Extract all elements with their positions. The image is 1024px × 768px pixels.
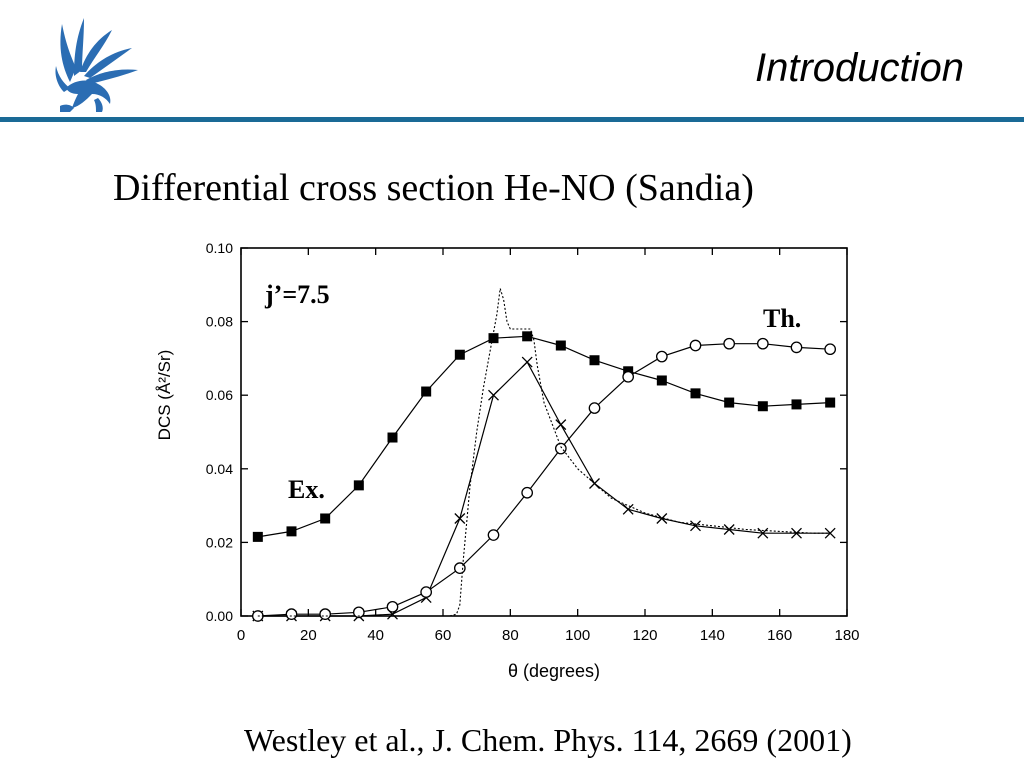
- series-2-point: [554, 442, 567, 455]
- series-0-point: [690, 388, 701, 399]
- annotation-theory: Th.: [763, 304, 801, 333]
- series-1-point: [690, 520, 701, 532]
- plot-area-frame: [240, 247, 848, 617]
- series-2-point: [622, 370, 635, 383]
- series-1-point: [622, 503, 634, 515]
- series-2-point: [319, 608, 332, 621]
- y-axis-label: DCS (Å²/Sr): [155, 350, 174, 441]
- series-0-point: [522, 331, 533, 342]
- series-2-point: [790, 341, 803, 354]
- series-1-point: [521, 356, 533, 368]
- x-tick-label: 60: [435, 627, 452, 644]
- series-0-point: [791, 399, 802, 410]
- series-0-point: [488, 333, 499, 344]
- y-tick-label: 0.04: [206, 461, 233, 477]
- x-tick-label: 140: [700, 627, 725, 644]
- header-divider: [0, 117, 1024, 122]
- x-tick-label: 20: [300, 627, 317, 644]
- x-axis-label: θ (degrees): [508, 661, 600, 681]
- series-2-point: [723, 337, 736, 350]
- series-2-point: [756, 337, 769, 350]
- series-1-point: [454, 513, 466, 524]
- series-1-point: [555, 419, 567, 431]
- x-tick-label: 40: [367, 627, 384, 644]
- series-2-line: [257, 343, 831, 617]
- series-2-point: [487, 529, 500, 541]
- slide-title: Differential cross section He-NO (Sandia…: [113, 167, 754, 209]
- annotation-experiment: Ex.: [288, 475, 325, 504]
- series-0-point: [387, 432, 398, 443]
- y-tick-label: 0.10: [206, 240, 233, 256]
- griffin-logo-icon: [55, 18, 138, 112]
- series-0-point: [555, 340, 566, 351]
- series-0-point: [320, 513, 331, 524]
- x-tick-label: 80: [502, 627, 519, 644]
- series-0-point: [656, 375, 667, 386]
- dcs-chart: 0 20 40 60 80 100 120 140 160 180 0.00 0.02 0.04 0.06…: [155, 240, 860, 681]
- header-title: Introduction: [754, 46, 964, 90]
- series-2-point: [352, 606, 365, 619]
- series-2-point: [285, 608, 298, 621]
- series-2-point: [689, 339, 702, 352]
- series-0-point: [724, 397, 735, 408]
- y-tick-label: 0.08: [206, 314, 233, 330]
- series-0-point: [589, 355, 600, 366]
- series-0-point: [252, 531, 263, 542]
- series-1-point: [723, 524, 735, 535]
- series-0-point: [825, 397, 836, 408]
- x-tick-label: 100: [565, 627, 590, 644]
- series-0-point: [454, 349, 465, 360]
- series-0-point: [353, 480, 364, 491]
- series-0-point: [421, 386, 432, 397]
- citation: Westley et al., J. Chem. Phys. 114, 2669…: [244, 722, 852, 758]
- series-2-point: [588, 402, 601, 414]
- series-2-point: [420, 586, 433, 598]
- x-tick-label: 160: [767, 627, 792, 644]
- series-1-point: [656, 513, 668, 524]
- series-2-point: [655, 350, 668, 363]
- x-tick-label: 180: [834, 627, 859, 644]
- x-tick-label: 120: [632, 627, 657, 644]
- series-2-point: [386, 600, 399, 613]
- series-2-point: [521, 486, 534, 499]
- y-tick-label: 0.00: [206, 608, 233, 624]
- annotation-jprime: j’=7.5: [264, 280, 330, 309]
- series-0-line: [257, 335, 831, 538]
- series-1-point: [488, 389, 499, 401]
- series-0-point: [757, 401, 768, 412]
- series-3-line: [257, 288, 831, 617]
- series-0-point: [286, 526, 297, 537]
- series-1-point: [791, 527, 802, 539]
- y-tick-label: 0.02: [206, 534, 233, 550]
- series-2-point: [453, 562, 466, 575]
- x-tick-label: 0: [237, 627, 245, 644]
- series-2-point: [824, 343, 837, 356]
- y-tick-label: 0.06: [206, 387, 233, 403]
- series-1-line: [257, 361, 831, 617]
